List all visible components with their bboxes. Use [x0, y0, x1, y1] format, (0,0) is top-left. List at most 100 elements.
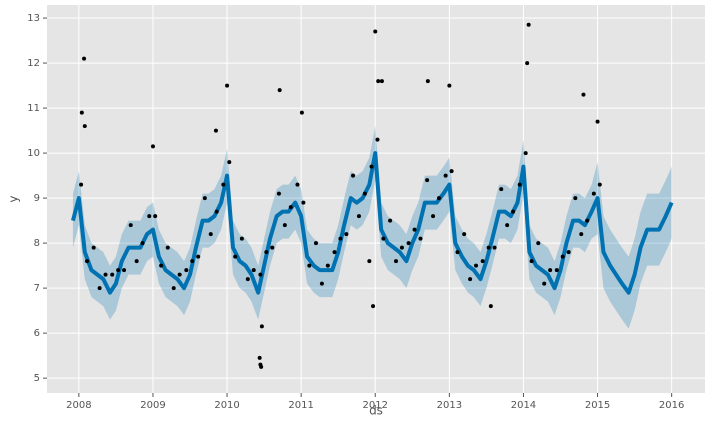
observed-point — [299, 110, 304, 115]
observed-point — [147, 214, 152, 219]
observed-point — [449, 169, 454, 174]
observed-point — [394, 259, 399, 264]
y-tick-label: 12 — [27, 58, 40, 69]
y-tick-label: 13 — [27, 13, 40, 24]
observed-point — [431, 214, 436, 219]
observed-point — [560, 254, 565, 259]
observed-point — [122, 268, 127, 273]
observed-point — [97, 286, 102, 291]
observed-point — [499, 187, 504, 192]
observed-point — [259, 324, 264, 329]
observed-point — [595, 119, 600, 124]
observed-point — [208, 232, 213, 237]
observed-point — [492, 245, 497, 250]
observed-point — [332, 250, 337, 255]
observed-point — [373, 29, 378, 34]
observed-point — [214, 209, 219, 214]
observed-point — [213, 128, 218, 133]
observed-point — [523, 151, 528, 156]
observed-point — [110, 272, 115, 277]
y-tick-label: 6 — [34, 328, 40, 339]
observed-point — [134, 259, 139, 264]
observed-point — [412, 227, 417, 232]
observed-point — [251, 268, 256, 273]
observed-point — [351, 173, 356, 178]
observed-point — [573, 196, 578, 201]
observed-point — [171, 286, 176, 291]
observed-point — [488, 304, 493, 309]
observed-point — [526, 22, 531, 27]
x-tick-label: 2011 — [288, 400, 313, 411]
observed-point — [233, 254, 238, 259]
x-tick-label: 2013 — [437, 400, 462, 411]
observed-point — [436, 196, 441, 201]
y-tick-label: 7 — [34, 283, 40, 294]
observed-point — [381, 236, 386, 241]
x-tick-label: 2014 — [511, 400, 536, 411]
observed-point — [313, 241, 318, 246]
observed-point — [116, 268, 121, 273]
x-axis-label: ds — [369, 404, 383, 418]
observed-point — [480, 259, 485, 264]
observed-point — [153, 214, 158, 219]
y-axis-label: y — [7, 195, 21, 202]
observed-point — [406, 241, 411, 246]
observed-point — [566, 250, 571, 255]
observed-point — [325, 263, 330, 268]
y-tick-label: 11 — [27, 103, 40, 114]
observed-point — [536, 241, 541, 246]
observed-point — [579, 232, 584, 237]
observed-point — [276, 191, 281, 196]
x-tick-label: 2009 — [140, 400, 165, 411]
observed-point — [202, 196, 207, 201]
observed-point — [517, 182, 522, 187]
observed-point — [486, 245, 491, 250]
observed-point — [82, 56, 87, 61]
observed-point — [375, 137, 380, 142]
observed-point — [282, 223, 287, 228]
observed-point — [505, 223, 510, 228]
observed-point — [140, 241, 145, 246]
observed-point — [591, 191, 596, 196]
observed-point — [227, 160, 232, 165]
observed-point — [418, 236, 423, 241]
observed-point — [367, 259, 372, 264]
observed-point — [277, 88, 282, 93]
observed-point — [225, 83, 230, 88]
observed-point — [399, 245, 404, 250]
observed-point — [257, 355, 262, 360]
y-tick-label: 5 — [34, 373, 40, 384]
y-tick-label: 10 — [27, 148, 40, 159]
y-tick-label: 9 — [34, 193, 40, 204]
observed-point — [190, 259, 195, 264]
observed-point — [128, 223, 133, 228]
x-tick-label: 2012 — [363, 400, 388, 411]
observed-point — [425, 79, 430, 84]
observed-point — [443, 173, 448, 178]
y-tick-label: 8 — [34, 238, 40, 249]
observed-point — [585, 218, 590, 223]
observed-point — [165, 245, 170, 250]
observed-point — [239, 236, 244, 241]
observed-point — [338, 236, 343, 241]
observed-point — [196, 254, 201, 259]
observed-point — [319, 281, 324, 286]
observed-point — [85, 259, 90, 264]
observed-point — [259, 364, 264, 369]
observed-point — [511, 209, 516, 214]
observed-point — [379, 79, 384, 84]
observed-point — [258, 272, 263, 277]
observed-point — [388, 218, 393, 223]
observed-point — [295, 182, 300, 187]
observed-point — [542, 281, 547, 286]
x-tick-label: 2010 — [214, 400, 239, 411]
observed-point — [79, 182, 84, 187]
observed-point — [307, 263, 312, 268]
observed-point — [159, 263, 164, 268]
observed-point — [288, 205, 293, 210]
observed-point — [462, 232, 467, 237]
observed-point — [356, 214, 361, 219]
observed-point — [425, 178, 430, 183]
observed-point — [270, 245, 275, 250]
observed-point — [597, 182, 602, 187]
